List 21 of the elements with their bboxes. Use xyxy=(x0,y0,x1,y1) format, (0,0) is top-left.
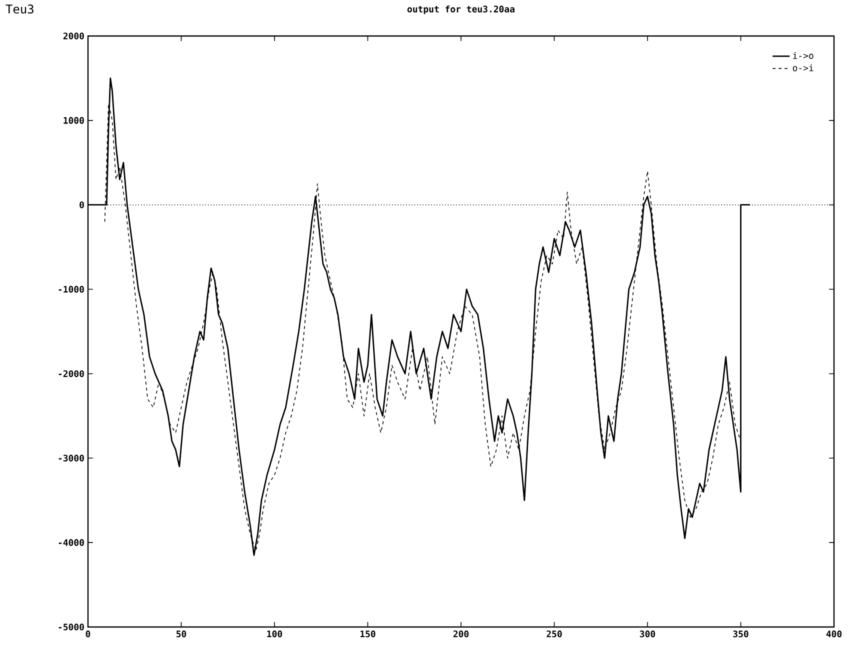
x-tick-label: 300 xyxy=(640,630,656,638)
y-tick-label: 2000 xyxy=(63,32,84,40)
x-tick-label: 250 xyxy=(546,630,562,638)
y-tick-label: 0 xyxy=(80,201,84,208)
y-tick-label: -4000 xyxy=(58,539,84,546)
chart-title: output for teu3.20aa xyxy=(407,6,514,14)
legend-label: i->o xyxy=(793,52,814,59)
y-tick-label: -3000 xyxy=(58,454,84,462)
x-tick-label: 0 xyxy=(86,630,90,638)
text: Teu3 xyxy=(6,4,34,14)
y-tick-label: -5000 xyxy=(58,624,84,630)
legend-label: o->i xyxy=(792,64,814,72)
x-tick-label: 50 xyxy=(176,630,186,638)
y-tick-label: -1000 xyxy=(58,286,84,293)
y-tick-label: -2000 xyxy=(58,370,84,378)
y-tick-label: 1000 xyxy=(64,117,84,124)
x-tick-label: 200 xyxy=(453,630,469,638)
x-tick-label: 400 xyxy=(826,630,842,638)
x-tick-label: 100 xyxy=(267,630,282,638)
x-tick-label: 150 xyxy=(360,630,376,638)
x-tick-label: 350 xyxy=(733,630,748,638)
